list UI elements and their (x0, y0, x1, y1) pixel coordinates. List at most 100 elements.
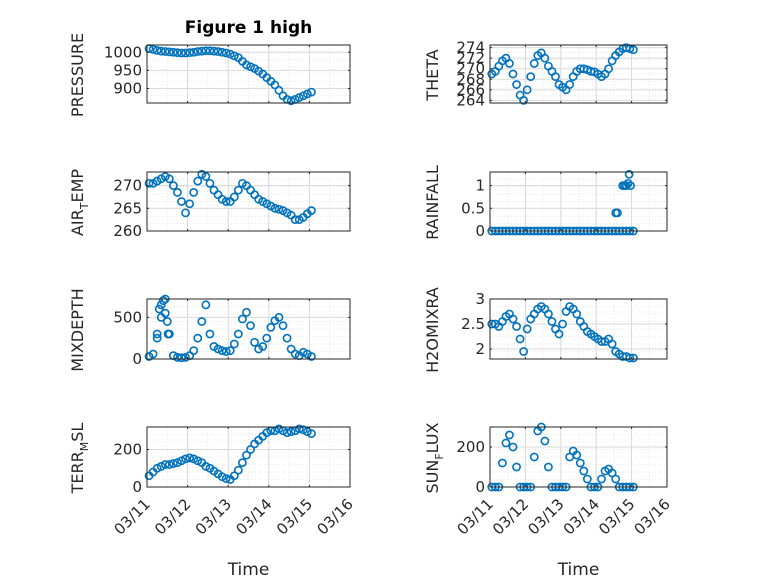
series-markers (487, 43, 638, 105)
data-point (201, 172, 211, 181)
data-point (628, 353, 638, 363)
y-tick-label: 500 (113, 308, 142, 326)
data-point (242, 60, 251, 70)
x-axis-label: Time (227, 560, 270, 580)
axes-box (489, 426, 668, 488)
data-point (154, 304, 164, 314)
data-point (213, 47, 223, 56)
data-point (221, 197, 231, 206)
data-point (575, 458, 585, 468)
data-point (274, 85, 284, 95)
y-tick-label: 270 (456, 60, 485, 78)
axes-box (489, 44, 668, 104)
data-point (526, 72, 536, 82)
data-point (497, 458, 507, 468)
data-point (197, 46, 207, 56)
data-point (193, 176, 203, 186)
data-point (181, 208, 190, 218)
data-point (508, 314, 518, 324)
subplot-3: 260 265 270 AIRTEMP (68, 169, 351, 240)
data-point (604, 64, 613, 74)
data-point (189, 454, 199, 464)
data-point (582, 474, 592, 484)
y-tick-label: 3 (475, 290, 485, 308)
y-tick-label: 266 (456, 81, 485, 99)
data-point (501, 438, 511, 448)
data-point (307, 429, 316, 438)
data-point (540, 436, 550, 446)
data-point (144, 178, 154, 188)
data-point (607, 339, 617, 349)
data-point (270, 80, 280, 90)
data-point (156, 300, 166, 310)
data-point (519, 95, 529, 105)
data-point (242, 450, 251, 460)
series-markers (487, 302, 638, 363)
x-tick-label: 03/15 (595, 495, 638, 538)
subplot-6: 2 2.5 3 H2OMIXRA (423, 287, 668, 373)
data-point (282, 333, 292, 343)
y-axis-label: THETA (423, 49, 442, 101)
data-point (173, 48, 182, 58)
data-point (217, 472, 227, 482)
x-tick-label: 03/13 (192, 495, 235, 538)
data-point (522, 324, 532, 334)
data-point (164, 174, 174, 184)
y-tick-label: 274 (456, 39, 485, 57)
data-point (173, 352, 182, 362)
y-axis-label: MIXDEPTH (68, 288, 87, 371)
data-point (201, 300, 211, 310)
x-tick-label: 03/14 (232, 495, 275, 538)
data-point (148, 44, 158, 54)
series-markers (144, 294, 316, 363)
x-tick-label: 03/14 (560, 495, 603, 538)
data-point (512, 462, 521, 472)
axes-box (146, 298, 351, 360)
data-point (229, 51, 239, 61)
series-markers (144, 44, 316, 106)
data-point (286, 96, 296, 106)
data-point (597, 474, 606, 484)
data-point (302, 427, 312, 437)
data-point (558, 319, 567, 329)
data-point (512, 322, 521, 331)
data-point (229, 192, 239, 202)
data-point (522, 85, 532, 95)
data-point (621, 181, 631, 191)
y-tick-label: 950 (113, 61, 142, 79)
data-point (554, 329, 564, 339)
data-point (189, 346, 199, 356)
data-point (307, 352, 316, 361)
x-tick-label: 03/13 (524, 495, 567, 538)
data-point (290, 349, 300, 359)
data-point (572, 450, 582, 460)
data-point (238, 458, 247, 468)
data-point (529, 59, 539, 68)
x-axis-label: Time (557, 560, 600, 580)
axes-box (146, 171, 351, 232)
y-axis-label: AIRTEMP (68, 169, 91, 236)
data-point (262, 428, 272, 438)
data-point (266, 322, 276, 332)
y-tick-label: 2 (475, 340, 485, 358)
data-point (152, 46, 162, 55)
data-point (189, 188, 199, 197)
data-point (160, 460, 170, 469)
data-point (225, 49, 235, 59)
subplot-4: 0 0.5 1 RAINFALL (423, 165, 668, 240)
subplot-5: 0 500 MIXDEPTH (68, 288, 351, 372)
data-point (298, 347, 308, 357)
data-point (579, 466, 589, 476)
y-tick-label: 0 (132, 350, 142, 368)
data-point (290, 215, 300, 225)
data-point (201, 461, 211, 471)
data-point (512, 80, 521, 89)
data-point (529, 452, 539, 462)
data-point (229, 471, 239, 481)
data-point (221, 474, 231, 483)
data-point (294, 93, 304, 102)
data-point (168, 181, 178, 191)
data-point (508, 69, 518, 79)
